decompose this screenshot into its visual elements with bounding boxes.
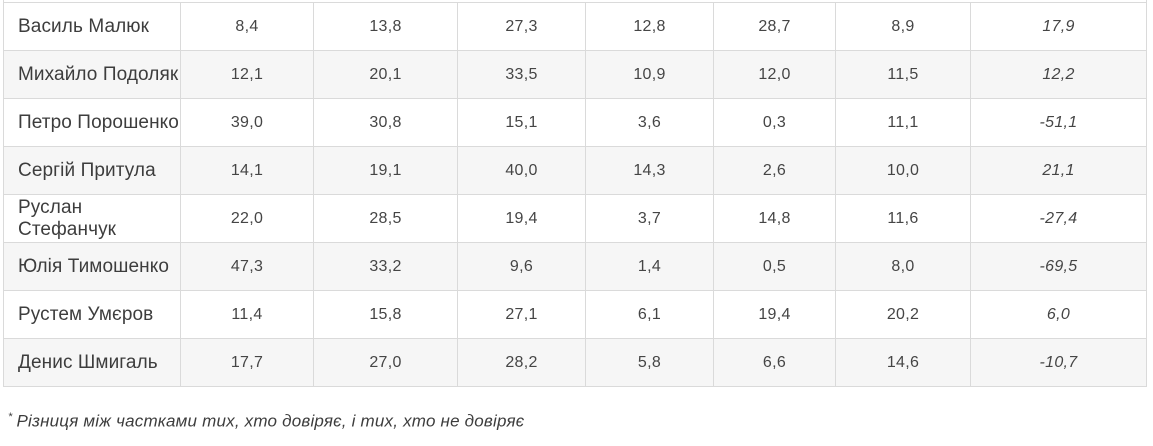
value-cell: 33,5 <box>458 51 586 98</box>
value-cell: 0,5 <box>714 243 836 290</box>
table-row: Василь Малюк 8,4 13,8 27,3 12,8 28,7 8,9… <box>4 3 1146 51</box>
person-name-cell: Руслан Стефанчук <box>4 195 181 242</box>
value-cell: 8,4 <box>181 3 314 50</box>
value-cell: 22,0 <box>181 195 314 242</box>
value-cell: 9,6 <box>458 243 586 290</box>
value-cell: 20,1 <box>314 51 458 98</box>
table-row: Сергій Притула 14,1 19,1 40,0 14,3 2,6 1… <box>4 147 1146 195</box>
trust-balance-cell: -51,1 <box>1039 113 1078 131</box>
trust-balance-cell: -27,4 <box>1039 209 1078 227</box>
value-cell: 28,5 <box>314 195 458 242</box>
table-row: Рустем Умєров 11,4 15,8 27,1 6,1 19,4 20… <box>4 291 1146 339</box>
value-cell: 14,6 <box>836 339 971 386</box>
value-cell: 5,8 <box>586 339 714 386</box>
table-row: Руслан Стефанчук 22,0 28,5 19,4 3,7 14,8… <box>4 195 1146 243</box>
value-cell: 14,3 <box>586 147 714 194</box>
value-cell: 19,4 <box>714 291 836 338</box>
value-cell: 28,7 <box>714 3 836 50</box>
person-name-cell: Сергій Притула <box>4 147 181 194</box>
table-row: Петро Порошенко 39,0 30,8 15,1 3,6 0,3 1… <box>4 99 1146 147</box>
trust-ratings-table: Василь Малюк 8,4 13,8 27,3 12,8 28,7 8,9… <box>3 0 1147 387</box>
value-cell: 27,3 <box>458 3 586 50</box>
value-cell: 47,3 <box>181 243 314 290</box>
value-cell: 6,6 <box>714 339 836 386</box>
value-cell: 33,2 <box>314 243 458 290</box>
trust-balance-cell: 17,9 <box>1042 17 1075 35</box>
value-cell: 2,6 <box>714 147 836 194</box>
value-cell: 19,1 <box>314 147 458 194</box>
value-cell: 30,8 <box>314 99 458 146</box>
person-name-cell: Рустем Умєров <box>4 291 181 338</box>
value-cell: 11,4 <box>181 291 314 338</box>
trust-balance-cell: -69,5 <box>1039 257 1078 275</box>
value-cell: 10,9 <box>586 51 714 98</box>
footnote: * Різниця між частками тих, хто довіряє, … <box>8 411 524 432</box>
value-cell: 14,8 <box>714 195 836 242</box>
trust-balance-cell: -10,7 <box>1039 353 1078 371</box>
person-name-cell: Василь Малюк <box>4 3 181 50</box>
value-cell: 10,0 <box>836 147 971 194</box>
value-cell: 17,7 <box>181 339 314 386</box>
value-cell: 1,4 <box>586 243 714 290</box>
value-cell: 0,3 <box>714 99 836 146</box>
value-cell: 3,7 <box>586 195 714 242</box>
value-cell: 19,4 <box>458 195 586 242</box>
value-cell: 11,5 <box>836 51 971 98</box>
table-row: Денис Шмигаль 17,7 27,0 28,2 5,8 6,6 14,… <box>4 339 1146 387</box>
value-cell: 28,2 <box>458 339 586 386</box>
footnote-asterisk-marker: * <box>8 411 13 423</box>
value-cell: 40,0 <box>458 147 586 194</box>
trust-balance-cell: 12,2 <box>1042 65 1075 83</box>
value-cell: 13,8 <box>314 3 458 50</box>
value-cell: 12,0 <box>714 51 836 98</box>
value-cell: 14,1 <box>181 147 314 194</box>
trust-balance-cell: 21,1 <box>1042 161 1075 179</box>
value-cell: 12,1 <box>181 51 314 98</box>
person-name-cell: Юлія Тимошенко <box>4 243 181 290</box>
value-cell: 39,0 <box>181 99 314 146</box>
footnote-text: Різниця між частками тих, хто довіряє, і… <box>16 411 525 431</box>
value-cell: 6,1 <box>586 291 714 338</box>
trust-balance-cell: 6,0 <box>1046 305 1071 323</box>
person-name-cell: Петро Порошенко <box>4 99 181 146</box>
person-name-cell: Денис Шмигаль <box>4 339 181 386</box>
value-cell: 27,1 <box>458 291 586 338</box>
value-cell: 15,1 <box>458 99 586 146</box>
clipped-row-top <box>4 0 1146 3</box>
value-cell: 3,6 <box>586 99 714 146</box>
table-row: Юлія Тимошенко 47,3 33,2 9,6 1,4 0,5 8,0… <box>4 243 1146 291</box>
value-cell: 12,8 <box>586 3 714 50</box>
value-cell: 11,1 <box>836 99 971 146</box>
value-cell: 8,0 <box>836 243 971 290</box>
value-cell: 27,0 <box>314 339 458 386</box>
value-cell: 15,8 <box>314 291 458 338</box>
value-cell: 8,9 <box>836 3 971 50</box>
value-cell: 11,6 <box>836 195 971 242</box>
table-row: Михайло Подоляк 12,1 20,1 33,5 10,9 12,0… <box>4 51 1146 99</box>
value-cell: 20,2 <box>836 291 971 338</box>
person-name-cell: Михайло Подоляк <box>4 51 181 98</box>
